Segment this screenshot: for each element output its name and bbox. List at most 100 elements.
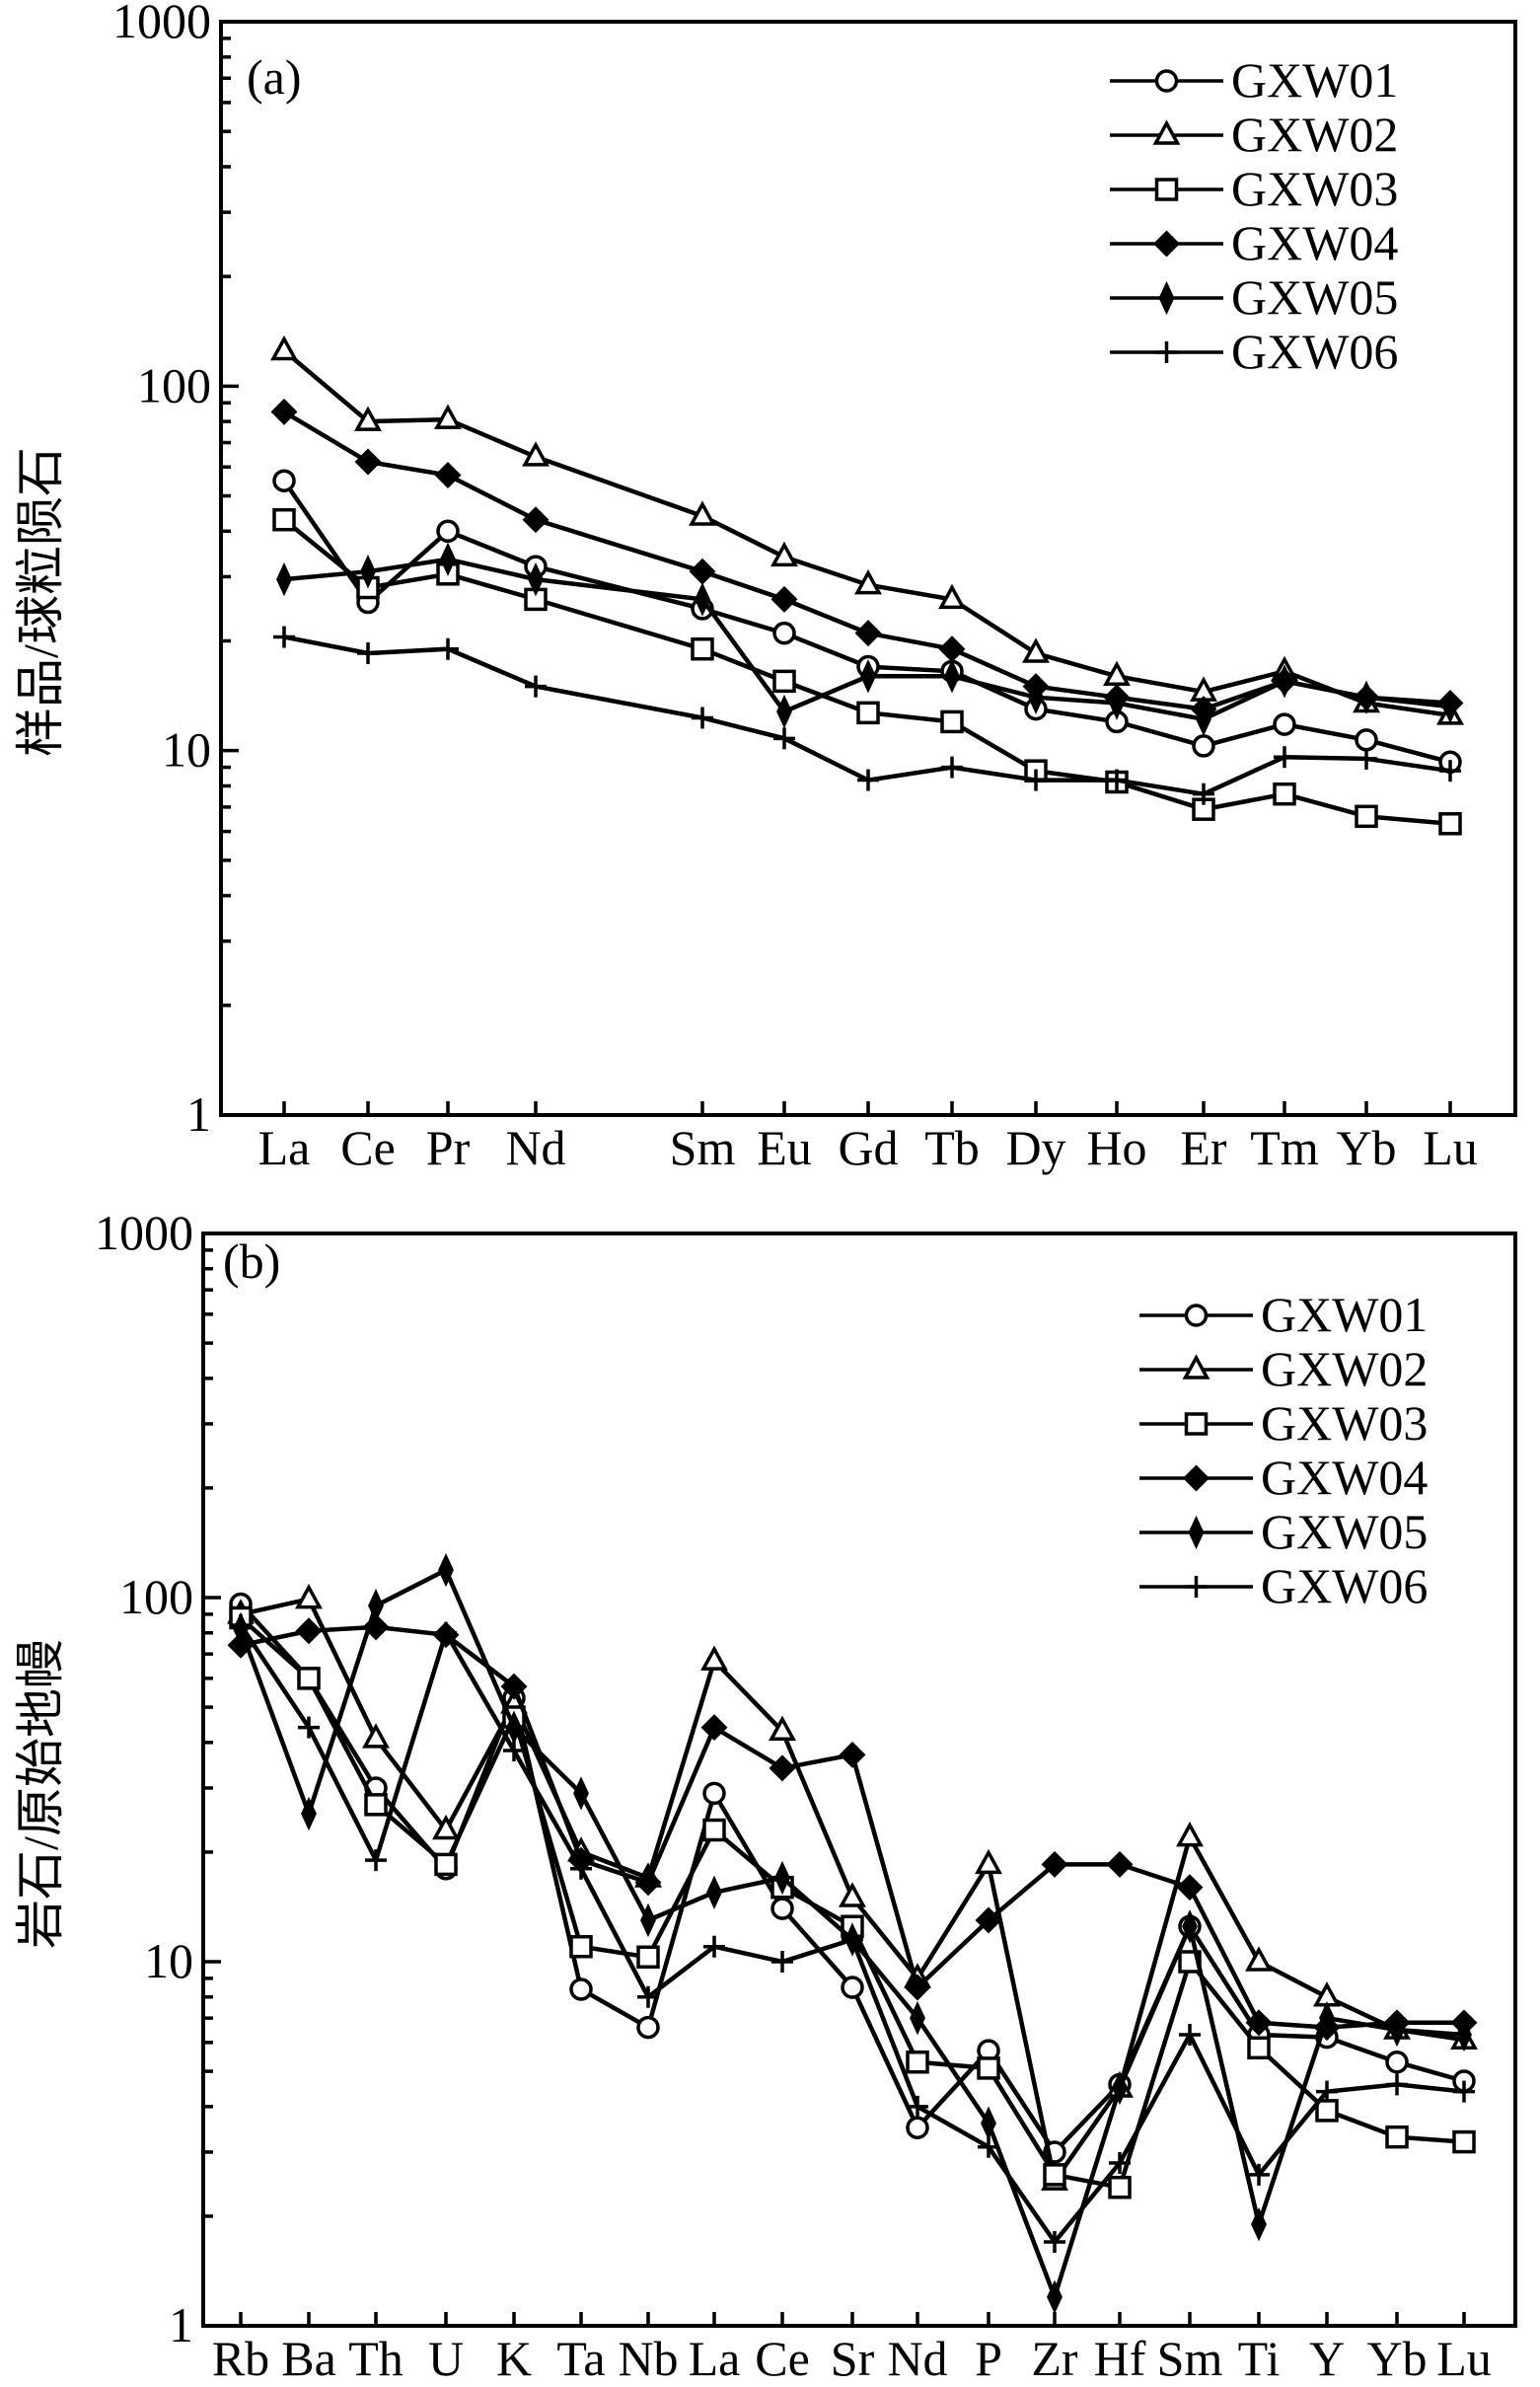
data-point	[1196, 702, 1211, 736]
legend-marker	[1158, 280, 1175, 316]
x-tick-label: Ho	[1086, 1120, 1146, 1175]
data-point	[702, 1818, 726, 1842]
data-point	[1315, 2099, 1339, 2123]
x-tick-label: Tm	[1250, 1120, 1319, 1175]
y-tick-label: 1000	[112, 0, 211, 48]
y-tick-label: 10	[144, 1933, 193, 1988]
x-tick-label: Yb	[1336, 1120, 1396, 1175]
data-point	[1193, 783, 1214, 805]
x-tick-label: Rb	[212, 2331, 269, 2386]
data-point	[769, 1754, 796, 1782]
data-point	[771, 1951, 793, 1973]
data-point	[357, 641, 379, 664]
data-point	[1112, 2070, 1128, 2106]
data-point	[434, 404, 462, 429]
data-point	[700, 1714, 728, 1742]
data-point	[1041, 1850, 1068, 1878]
data-point	[941, 756, 963, 779]
data-point	[270, 398, 298, 425]
data-point	[770, 541, 798, 567]
data-point	[1247, 2036, 1271, 2060]
data-point	[770, 585, 798, 613]
data-point	[776, 694, 792, 729]
data-point	[438, 1552, 454, 1588]
data-point	[1385, 2125, 1409, 2149]
data-point	[1047, 2279, 1063, 2314]
data-point	[773, 727, 795, 750]
data-point	[978, 2135, 999, 2158]
x-tick-label: U	[428, 2331, 464, 2386]
data-point	[362, 1723, 390, 1749]
legend-label: GXW05	[1231, 269, 1398, 325]
x-tick-label: Lu	[1436, 2331, 1492, 2386]
legend-label: GXW05	[1261, 1504, 1428, 1559]
data-point	[772, 669, 796, 694]
data-point	[1355, 728, 1378, 752]
legend-label: GXW06	[1231, 324, 1398, 379]
data-point	[692, 707, 713, 729]
legend-label: GXW06	[1261, 1558, 1428, 1613]
data-point	[360, 555, 376, 589]
data-point	[1109, 2151, 1131, 2174]
series-line	[282, 517, 1451, 827]
data-point	[1389, 2012, 1405, 2048]
data-point	[298, 1716, 320, 1739]
x-tick-label: Pr	[426, 1120, 471, 1175]
legend-marker	[1154, 178, 1179, 201]
data-point	[522, 506, 550, 534]
series-gxw02	[227, 1583, 1478, 2191]
data-point	[706, 1875, 722, 1909]
data-point	[637, 1985, 659, 2008]
y-tick-label: 1	[169, 2297, 193, 2352]
x-tick-label: Zr	[1031, 2331, 1078, 2386]
data-point	[854, 620, 882, 647]
data-point	[432, 1814, 460, 1840]
x-tick-label: Nb	[618, 2331, 678, 2386]
data-point	[634, 1869, 662, 1897]
legend-marker	[1153, 230, 1180, 258]
data-point	[1277, 664, 1292, 699]
legend-label: GXW02	[1261, 1341, 1428, 1396]
data-point	[1273, 782, 1296, 806]
x-tick-label: Th	[348, 2331, 403, 2386]
data-point	[1108, 2175, 1132, 2200]
data-point	[272, 507, 296, 532]
series-line	[240, 1624, 1464, 2030]
data-point	[1453, 2080, 1475, 2103]
data-point	[1438, 812, 1462, 836]
data-point	[1456, 2017, 1472, 2052]
legend-label: GXW04	[1231, 215, 1398, 270]
legend-marker	[1152, 119, 1181, 145]
data-point	[276, 561, 292, 597]
data-point	[769, 1715, 796, 1742]
data-point	[703, 1935, 725, 1958]
x-tick-label: Ce	[340, 1120, 396, 1175]
data-point	[1245, 2009, 1273, 2037]
x-tick-label: Nd	[505, 1120, 565, 1175]
data-point	[1043, 2163, 1066, 2187]
data-point	[636, 2015, 660, 2040]
panel-a-label: (a)	[247, 49, 302, 105]
data-point	[364, 1793, 388, 1817]
data-point	[1044, 2230, 1065, 2253]
data-point	[772, 621, 796, 645]
data-point	[301, 1796, 317, 1831]
legend-label: GXW02	[1231, 107, 1398, 162]
data-point	[1356, 747, 1377, 770]
data-point	[944, 659, 960, 694]
y-tick-label: 1	[186, 1086, 211, 1142]
x-tick-label: Lu	[1423, 1120, 1478, 1175]
data-point	[906, 2116, 929, 2139]
panel-b-primitive-mantle-normalized: (b) 岩石/原始地幔 1 10 100 1000 Rb Ba Th U K Ta Nb La Ce Sr…	[13, 1205, 1517, 2386]
data-point	[440, 542, 456, 576]
x-tick-label: Ba	[281, 2331, 336, 2386]
x-tick-label: Gd	[838, 1120, 898, 1175]
data-point	[1385, 2050, 1409, 2074]
legend-marker	[1188, 1515, 1205, 1550]
series-gxw03	[272, 507, 1462, 836]
data-point	[1386, 2073, 1408, 2096]
legend-marker	[1183, 1464, 1210, 1492]
